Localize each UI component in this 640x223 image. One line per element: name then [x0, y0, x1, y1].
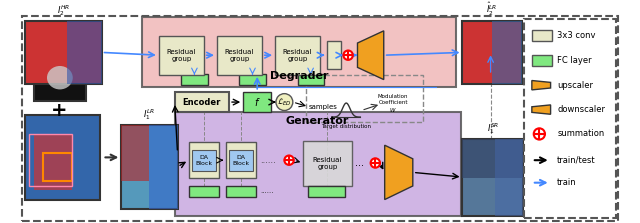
- Polygon shape: [358, 31, 384, 80]
- Bar: [243, 92, 271, 112]
- Bar: [229, 150, 253, 171]
- Bar: [191, 150, 216, 171]
- Text: 3x3 conv: 3x3 conv: [557, 31, 596, 40]
- Text: Degrader: Degrader: [269, 71, 328, 81]
- Text: $f$: $f$: [254, 96, 260, 108]
- Bar: [175, 112, 461, 215]
- Bar: [275, 35, 320, 75]
- Bar: [217, 35, 262, 75]
- Bar: [44, 153, 72, 181]
- Text: train/test: train/test: [557, 156, 596, 165]
- Text: FC layer: FC layer: [557, 56, 592, 65]
- Text: train: train: [557, 178, 577, 187]
- Text: DA
Block: DA Block: [195, 155, 212, 166]
- Bar: [306, 75, 423, 122]
- Bar: [142, 17, 456, 87]
- Bar: [181, 74, 207, 85]
- Bar: [159, 35, 204, 75]
- Text: +: +: [51, 101, 68, 120]
- Bar: [227, 142, 256, 178]
- Bar: [34, 134, 72, 190]
- Bar: [67, 21, 102, 84]
- Text: ......: ......: [260, 156, 276, 165]
- Bar: [532, 55, 552, 66]
- Text: Generator: Generator: [286, 116, 349, 126]
- Text: Residual
group: Residual group: [283, 49, 312, 62]
- Text: $I_2^{HR}$: $I_2^{HR}$: [56, 3, 70, 18]
- Text: $I_1^{SR}$: $I_1^{SR}$: [487, 121, 499, 136]
- Text: Residual
group: Residual group: [313, 157, 342, 169]
- Circle shape: [371, 158, 380, 168]
- Circle shape: [534, 128, 545, 140]
- Bar: [25, 115, 100, 200]
- Text: Encoder: Encoder: [182, 98, 221, 107]
- Bar: [29, 134, 72, 186]
- Text: $\mathcal{L}_{ED}$: $\mathcal{L}_{ED}$: [277, 96, 292, 108]
- Bar: [463, 139, 524, 215]
- Text: samples: samples: [308, 104, 338, 110]
- Bar: [463, 21, 522, 84]
- Text: ......: ......: [260, 188, 273, 194]
- Text: Modulation
Coefficient
$W$: Modulation Coefficient $W$: [378, 94, 408, 114]
- Text: ...: ...: [355, 158, 364, 168]
- Text: upscaler: upscaler: [557, 81, 593, 90]
- Text: $\hat{I}_2^{LR}$: $\hat{I}_2^{LR}$: [486, 1, 498, 18]
- Circle shape: [344, 51, 353, 60]
- Bar: [239, 74, 266, 85]
- Bar: [298, 74, 324, 85]
- Text: downscaler: downscaler: [557, 105, 605, 114]
- Bar: [532, 30, 552, 41]
- Text: Residual
group: Residual group: [166, 49, 196, 62]
- Bar: [328, 41, 340, 69]
- Bar: [227, 186, 256, 197]
- Bar: [25, 21, 102, 84]
- Bar: [524, 19, 616, 218]
- Bar: [495, 139, 524, 215]
- Bar: [189, 142, 219, 178]
- Ellipse shape: [47, 66, 73, 89]
- Bar: [149, 125, 177, 209]
- Bar: [493, 21, 522, 84]
- Polygon shape: [385, 145, 413, 200]
- Bar: [463, 139, 524, 178]
- Circle shape: [276, 94, 293, 111]
- Polygon shape: [532, 81, 550, 90]
- Text: DA
Block: DA Block: [233, 155, 250, 166]
- Bar: [303, 140, 352, 186]
- Text: $I_1^{LR}$: $I_1^{LR}$: [143, 107, 156, 122]
- Polygon shape: [532, 105, 550, 114]
- Text: summation: summation: [557, 129, 604, 138]
- Circle shape: [284, 155, 294, 165]
- Text: Residual
group: Residual group: [225, 49, 254, 62]
- Bar: [189, 186, 219, 197]
- Bar: [175, 92, 229, 112]
- Bar: [121, 125, 177, 209]
- Bar: [121, 125, 149, 181]
- Bar: [34, 54, 86, 101]
- Bar: [308, 186, 346, 197]
- Text: Target distribution: Target distribution: [321, 124, 371, 129]
